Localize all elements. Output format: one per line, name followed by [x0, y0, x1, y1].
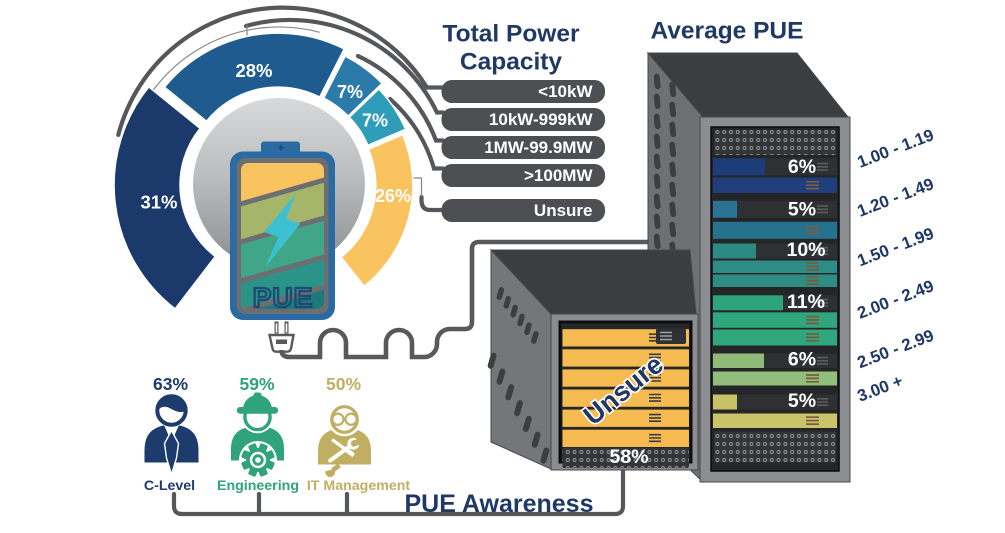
svg-text:Average PUE: Average PUE	[651, 18, 804, 45]
svg-text:Unsure: Unsure	[534, 201, 593, 220]
svg-text:26%: 26%	[375, 186, 411, 206]
svg-text:7%: 7%	[362, 111, 388, 131]
svg-text:>100MW: >100MW	[524, 166, 593, 185]
svg-text:63%: 63%	[153, 374, 188, 394]
svg-text:<10kW: <10kW	[538, 82, 593, 101]
svg-text:PUE Awareness: PUE Awareness	[405, 490, 594, 518]
svg-text:Capacity: Capacity	[460, 49, 563, 76]
svg-text:10kW-999kW: 10kW-999kW	[489, 110, 594, 129]
svg-text:PUE: PUE	[253, 282, 314, 313]
svg-text:59%: 59%	[239, 374, 274, 394]
svg-text:Engineering: Engineering	[217, 478, 299, 494]
svg-text:5%: 5%	[788, 390, 816, 412]
svg-text:28%: 28%	[235, 60, 272, 81]
svg-text:11%: 11%	[787, 291, 825, 313]
svg-text:50%: 50%	[326, 374, 361, 394]
svg-text:Total Power: Total Power	[442, 21, 580, 48]
svg-text:IT Management: IT Management	[307, 478, 411, 494]
svg-text:10%: 10%	[786, 239, 825, 261]
svg-text:7%: 7%	[337, 82, 363, 102]
svg-text:6%: 6%	[788, 349, 816, 371]
svg-text:C-Level: C-Level	[144, 478, 195, 494]
svg-text:6%: 6%	[788, 156, 816, 178]
svg-text:5%: 5%	[788, 198, 816, 220]
svg-text:58%: 58%	[609, 446, 648, 468]
svg-text:31%: 31%	[140, 192, 177, 213]
svg-text:1MW-99.9MW: 1MW-99.9MW	[484, 138, 593, 157]
